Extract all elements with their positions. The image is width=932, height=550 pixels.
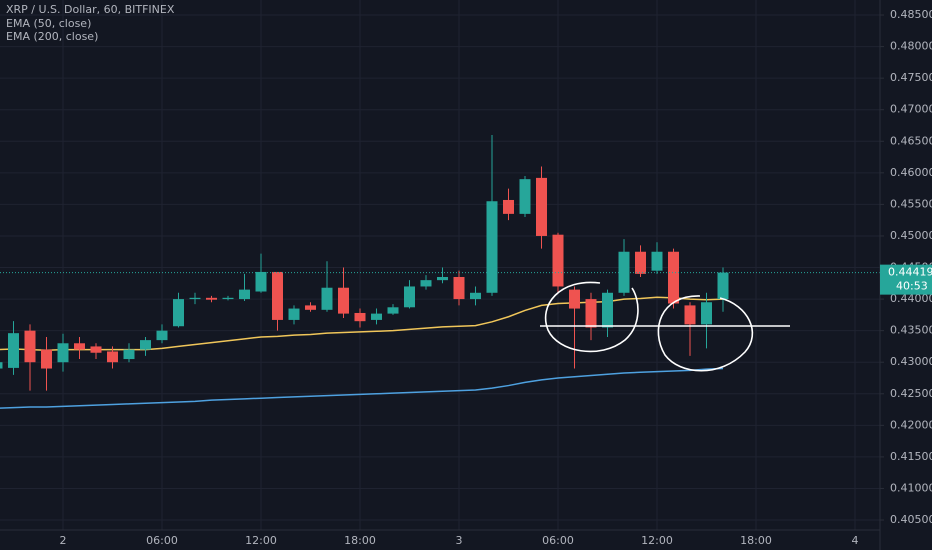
legend-entry: EMA (50, close) <box>6 17 91 30</box>
candle-body <box>585 299 597 328</box>
x-tick-label: 2 <box>60 534 67 547</box>
candle-body <box>272 271 283 320</box>
candle-body <box>140 340 151 350</box>
circle-annotation <box>657 295 754 372</box>
candle-body <box>668 251 679 304</box>
x-tick-label: 3 <box>456 534 463 547</box>
candle-body <box>635 251 646 274</box>
candle-body <box>74 343 85 350</box>
y-tick-label: 0.43000 <box>890 355 932 368</box>
y-tick-label: 0.45000 <box>890 229 932 242</box>
x-tick-label: 4 <box>852 534 859 547</box>
candle-body <box>552 234 564 287</box>
candle-body <box>239 289 250 300</box>
candle-body <box>486 201 498 293</box>
y-tick-label: 0.45500 <box>890 197 932 210</box>
chart-title: XRP / U.S. Dollar, 60, BITFINEX <box>6 3 175 16</box>
candle-body <box>701 302 712 325</box>
candle-body <box>0 362 3 369</box>
candle-body <box>651 251 663 271</box>
candle-body <box>8 333 19 368</box>
x-tick-label: 06:00 <box>542 534 574 547</box>
candle-body <box>338 287 349 314</box>
candle-body <box>222 297 234 300</box>
y-tick-label: 0.46500 <box>890 134 932 147</box>
y-tick-label: 0.43500 <box>890 324 932 337</box>
candle-body <box>189 297 201 300</box>
y-tick-label: 0.48000 <box>890 40 932 53</box>
candle-body <box>354 312 366 322</box>
legend-entry: EMA (200, close) <box>6 30 98 43</box>
y-tick-label: 0.46000 <box>890 166 932 179</box>
candle-body <box>569 289 580 309</box>
countdown: 40:53 <box>896 280 928 293</box>
x-tick-label: 12:00 <box>641 534 673 547</box>
candle-body <box>404 286 415 308</box>
plot-area <box>0 134 880 409</box>
candle-body <box>387 307 399 314</box>
drawings <box>540 281 790 372</box>
candle-body <box>684 305 696 325</box>
y-tick-label: 0.41500 <box>890 450 932 463</box>
candle-body <box>90 346 102 353</box>
candle-body <box>24 330 36 363</box>
candle-body <box>156 330 168 341</box>
candle-body <box>470 292 481 300</box>
x-tick-label: 18:00 <box>344 534 376 547</box>
candle-body <box>305 305 316 310</box>
candle-body <box>41 349 52 369</box>
candle-body <box>420 280 432 287</box>
x-tick-label: 12:00 <box>245 534 277 547</box>
y-tick-label: 0.41000 <box>890 481 932 494</box>
last-price-tag <box>880 264 932 295</box>
y-tick-label: 0.47500 <box>890 71 932 84</box>
axes: 0.40500 0.41000 0.41500 0.42000 0.42500 0.430… <box>60 8 932 547</box>
candle-body <box>453 276 465 300</box>
candle-body <box>57 343 69 363</box>
candle-body <box>206 297 217 300</box>
indicator-line <box>0 296 724 351</box>
candle-body <box>371 313 382 320</box>
candle-body <box>123 349 135 360</box>
candle-body <box>536 177 547 236</box>
candle-body <box>437 276 448 281</box>
y-tick-label: 0.44000 <box>890 292 932 305</box>
candle-body <box>519 179 531 214</box>
circle-annotation <box>544 281 639 353</box>
y-tick-label: 0.48500 <box>890 8 932 21</box>
candle-body <box>288 308 300 320</box>
last-price-label: 0.44419 <box>888 266 932 279</box>
x-tick-label: 06:00 <box>146 534 178 547</box>
x-tick-label: 18:00 <box>740 534 772 547</box>
candle-body <box>717 272 729 300</box>
y-tick-label: 0.40500 <box>890 513 932 526</box>
y-tick-label: 0.42500 <box>890 387 932 400</box>
y-tick-label: 0.42000 <box>890 418 932 431</box>
candle-body <box>503 199 514 214</box>
y-tick-label: 0.47000 <box>890 103 932 116</box>
candle-body <box>321 287 333 310</box>
indicator-line <box>0 367 724 409</box>
candle-body <box>255 271 267 292</box>
candle-body <box>602 292 613 328</box>
candle-body <box>107 351 118 363</box>
grid <box>0 0 880 530</box>
candle-body <box>173 299 184 327</box>
